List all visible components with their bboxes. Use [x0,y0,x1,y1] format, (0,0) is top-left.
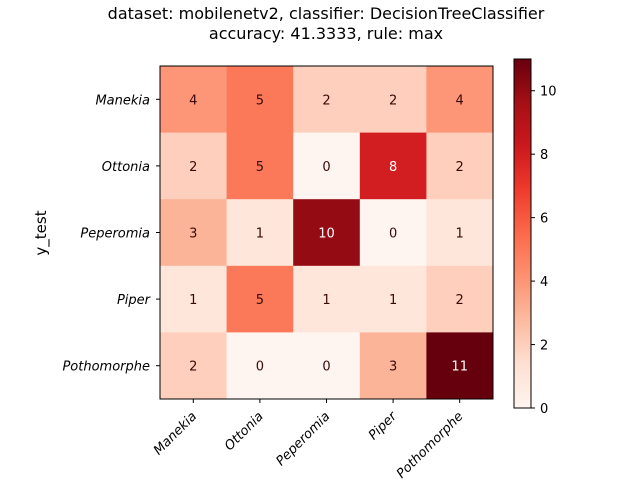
heatmap-cell [160,265,228,333]
y-tick-labels: Manekia Ottonia Peperomia Piper Pothomorphe [62,93,160,375]
y-axis-label: y_test [32,210,51,255]
cell-value-label: 0 [256,360,264,375]
cell-value-label: 2 [322,93,330,108]
x-tick-label: Ottonia [222,409,267,454]
cell-value-label: 0 [389,227,397,242]
chart-title-line2: accuracy: 41.3333, rule: max [209,24,443,43]
colorbar-tick-label: 8 [540,148,548,163]
heatmap-cell [293,332,361,400]
cell-value-label: 4 [456,93,464,108]
cell-value-label: 8 [389,160,397,175]
cell-value-label: 1 [389,293,397,308]
heatmap-cell [226,332,294,400]
colorbar-ticks: 0 2 4 6 8 10 [531,85,557,417]
y-tick-label: Piper [117,293,152,308]
heatmap-cell [226,66,294,134]
heatmap-cell [293,199,361,267]
heatmap-cells: 4 5 2 2 42 5 0 8 23 1 10 0 11 5 1 1 22 0 0 3 11 [160,66,494,400]
cell-value-label: 11 [451,360,468,375]
cell-value-label: 5 [256,293,264,308]
heatmap-cell [160,66,228,134]
heatmap-cell [426,265,494,333]
cell-value-label: 2 [389,93,397,108]
cell-value-label: 5 [256,93,264,108]
heatmap-cell [426,199,494,267]
x-tick-label: Manekia [151,409,200,458]
heatmap-cell [359,332,427,400]
heatmap-cell [226,199,294,267]
x-tick-label: Piper [366,408,401,443]
heatmap-cell [359,199,427,267]
cell-value-label: 0 [322,160,330,175]
y-tick-label: Peperomia [80,227,150,242]
y-tick-label: Ottonia [102,160,150,175]
heatmap-cell [226,265,294,333]
cell-value-label: 10 [318,227,335,242]
colorbar-tick-label: 0 [540,402,548,417]
cell-value-label: 2 [189,360,197,375]
cell-value-label: 2 [189,160,197,175]
colorbar [513,58,532,409]
heatmap-cell [359,265,427,333]
heatmap-cell [426,332,494,400]
y-tick-label: Manekia [95,93,150,108]
cell-value-label: 3 [189,227,197,242]
cell-value-label: 2 [456,160,464,175]
heatmap-cell [293,265,361,333]
heatmap-cell [293,66,361,134]
heatmap-cell [359,132,427,200]
colorbar-tick-label: 4 [540,275,548,290]
cell-value-label: 4 [189,93,197,108]
chart-title-line1: dataset: mobilenetv2, classifier: Decisi… [108,4,545,23]
heatmap-cell [293,132,361,200]
x-tick-label: Pothomorphe [394,409,467,480]
heatmap-cell [160,199,228,267]
heatmap-cell [160,132,228,200]
heatmap-cell [160,332,228,400]
cell-value-label: 1 [322,293,330,308]
cell-value-label: 2 [456,293,464,308]
heatmap-cell [359,66,427,134]
heatmap-cell [426,66,494,134]
cell-value-label: 1 [456,227,464,242]
cell-value-label: 1 [256,227,264,242]
x-tick-label: Peperomia [273,409,333,469]
cell-value-label: 1 [189,293,197,308]
colorbar-tick-label: 2 [540,339,548,354]
heatmap-cell [426,132,494,200]
colorbar-tick-label: 10 [540,85,557,100]
cell-value-label: 5 [256,160,264,175]
colorbar-tick-label: 6 [540,212,548,227]
cell-value-label: 3 [389,360,397,375]
cell-value-label: 0 [322,360,330,375]
y-tick-label: Pothomorphe [62,360,150,375]
heatmap-cell [226,132,294,200]
